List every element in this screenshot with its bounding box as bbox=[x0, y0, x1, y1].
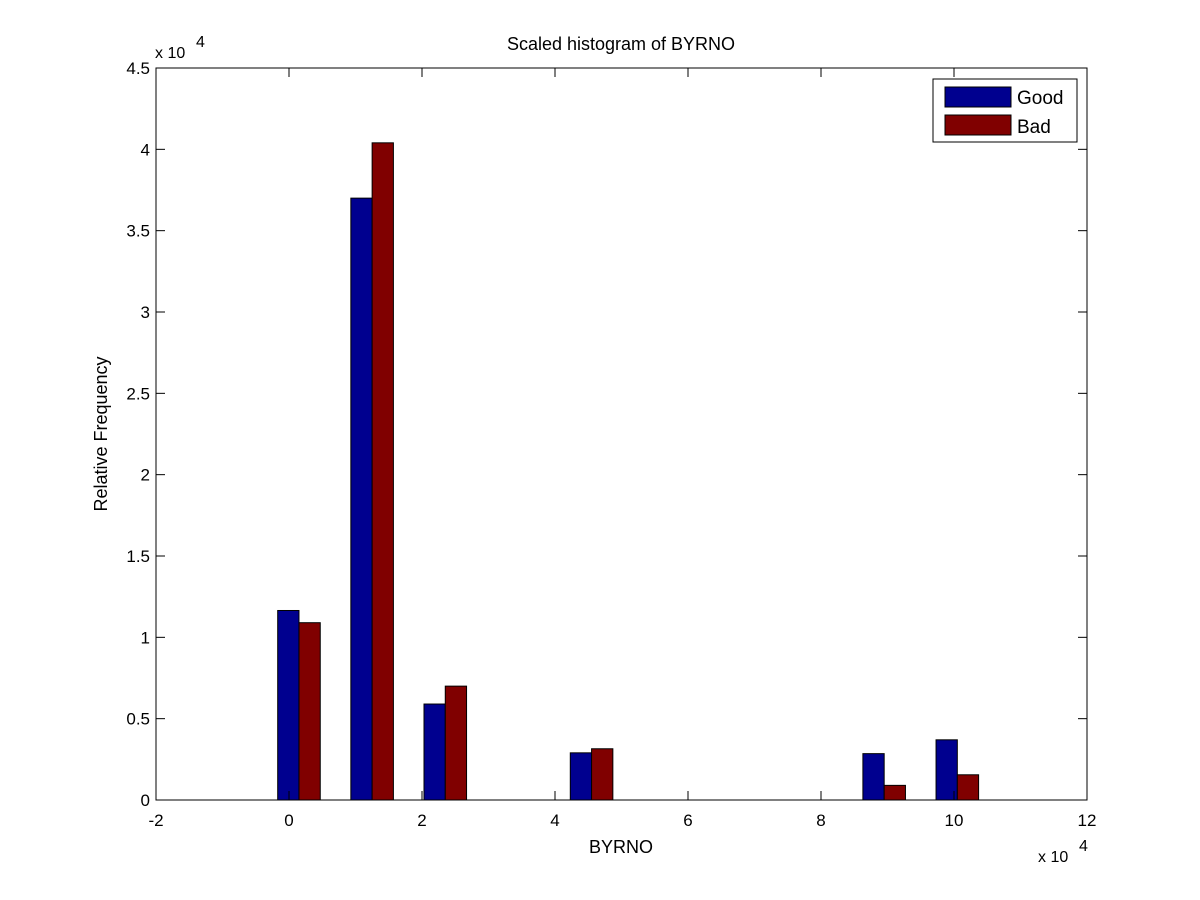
y-tick-label: 2.5 bbox=[126, 384, 150, 403]
x-tick-label: 0 bbox=[284, 811, 293, 830]
bar-bad-4 bbox=[883, 784, 906, 801]
legend-swatch-good bbox=[944, 86, 1012, 108]
y-tick-label: 4 bbox=[141, 140, 150, 159]
x-tick-label: 2 bbox=[417, 811, 426, 830]
y-axis-label: Relative Frequency bbox=[91, 356, 111, 511]
x-exponent-label: x 10 bbox=[1038, 849, 1068, 866]
plot-frame bbox=[155, 67, 1088, 801]
x-tick-label: 6 bbox=[683, 811, 692, 830]
y-tick-label: 3.5 bbox=[126, 222, 150, 241]
bar-bad-0 bbox=[298, 622, 321, 801]
chart-title: Scaled histogram of BYRNO bbox=[507, 34, 735, 54]
x-tick-label: 10 bbox=[945, 811, 964, 830]
legend-label-bad: Bad bbox=[1017, 117, 1051, 138]
x-exponent: x 10 4 bbox=[1038, 838, 1088, 866]
y-tick-label: 0.5 bbox=[126, 710, 150, 729]
y-tick-label: 1.5 bbox=[126, 547, 150, 566]
y-axis: 0 0.5 1 1.5 2 2.5 3 3.5 4 4.5 bbox=[126, 59, 1087, 810]
y-tick-label: 1 bbox=[141, 628, 150, 647]
bar-bad-3 bbox=[591, 748, 614, 801]
legend-swatch-bad bbox=[944, 114, 1012, 136]
bar-bad-5 bbox=[956, 774, 980, 801]
x-axis: -2 0 2 4 6 8 10 12 bbox=[148, 68, 1096, 830]
y-exponent: x 10 4 bbox=[155, 34, 205, 62]
x-tick-label: 4 bbox=[550, 811, 559, 830]
bar-bad-1 bbox=[371, 142, 394, 801]
x-tick-label: 8 bbox=[816, 811, 825, 830]
x-axis-label: BYRNO bbox=[589, 837, 653, 857]
y-tick-label: 3 bbox=[141, 303, 150, 322]
y-tick-label: 4.5 bbox=[126, 59, 150, 78]
x-exponent-power: 4 bbox=[1079, 838, 1088, 855]
bars-layer bbox=[277, 142, 980, 801]
bar-good-0 bbox=[277, 609, 300, 801]
bar-bad-2 bbox=[444, 685, 468, 801]
y-tick-label: 0 bbox=[141, 791, 150, 810]
legend: Good Bad bbox=[932, 78, 1078, 143]
x-tick-label: 12 bbox=[1078, 811, 1097, 830]
bar-good-4 bbox=[862, 753, 885, 801]
bar-good-1 bbox=[350, 197, 373, 801]
y-tick-label: 2 bbox=[141, 466, 150, 485]
legend-label-good: Good bbox=[1017, 88, 1063, 109]
bar-good-5 bbox=[935, 739, 958, 801]
x-tick-label: -2 bbox=[148, 811, 163, 830]
bar-good-3 bbox=[569, 752, 593, 801]
y-exponent-power: 4 bbox=[196, 34, 205, 51]
bar-good-2 bbox=[423, 703, 446, 801]
y-exponent-label: x 10 bbox=[155, 45, 185, 62]
